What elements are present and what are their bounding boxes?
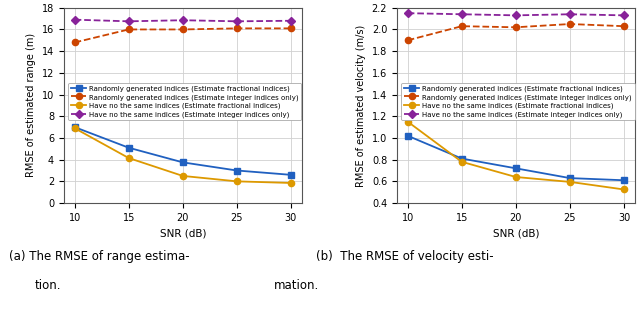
Have no the same indices (Estimate integer indices only)	[233, 20, 241, 23]
Y-axis label: RMSE of estimated velocity (m/s): RMSE of estimated velocity (m/s)	[356, 24, 366, 187]
Legend: Randomly generated indices (Estimate fractional indices), Randomly generated ind: Randomly generated indices (Estimate fra…	[401, 82, 635, 120]
Text: tion.: tion.	[35, 279, 62, 292]
Have no the same indices (Estimate integer indices only)	[404, 11, 412, 15]
Text: (b)  The RMSE of velocity esti-: (b) The RMSE of velocity esti-	[316, 250, 494, 263]
Randomly generated indices (Estimate fractional indices)	[458, 157, 466, 161]
Randomly generated indices (Estimate fractional indices)	[287, 173, 295, 177]
Line: Have no the same indices (Estimate fractional indices): Have no the same indices (Estimate fract…	[404, 118, 627, 193]
Have no the same indices (Estimate fractional indices)	[458, 160, 466, 164]
Randomly generated indices (Estimate fractional indices)	[404, 134, 412, 138]
Have no the same indices (Estimate fractional indices)	[620, 188, 628, 191]
Have no the same indices (Estimate integer indices only)	[287, 19, 295, 23]
Randomly generated indices (Estimate integer indices only)	[71, 41, 78, 44]
Line: Randomly generated indices (Estimate integer indices only): Randomly generated indices (Estimate int…	[404, 21, 627, 43]
Randomly generated indices (Estimate integer indices only)	[125, 28, 133, 31]
Text: (a) The RMSE of range estima-: (a) The RMSE of range estima-	[8, 250, 189, 263]
Line: Randomly generated indices (Estimate fractional indices): Randomly generated indices (Estimate fra…	[404, 133, 627, 184]
Randomly generated indices (Estimate integer indices only)	[620, 24, 628, 28]
Have no the same indices (Estimate integer indices only)	[566, 12, 574, 16]
Randomly generated indices (Estimate fractional indices)	[179, 161, 186, 164]
Randomly generated indices (Estimate integer indices only)	[404, 38, 412, 42]
Line: Randomly generated indices (Estimate integer indices only): Randomly generated indices (Estimate int…	[71, 25, 294, 46]
Have no the same indices (Estimate integer indices only)	[620, 14, 628, 17]
Have no the same indices (Estimate fractional indices)	[179, 174, 186, 178]
Have no the same indices (Estimate integer indices only)	[512, 14, 520, 17]
Have no the same indices (Estimate fractional indices)	[71, 126, 78, 130]
Have no the same indices (Estimate integer indices only)	[71, 18, 78, 22]
Have no the same indices (Estimate integer indices only)	[125, 20, 133, 23]
Randomly generated indices (Estimate fractional indices)	[233, 169, 241, 172]
Have no the same indices (Estimate fractional indices)	[404, 120, 412, 124]
Randomly generated indices (Estimate integer indices only)	[512, 25, 520, 29]
Have no the same indices (Estimate fractional indices)	[125, 156, 133, 160]
Have no the same indices (Estimate integer indices only)	[179, 18, 186, 22]
Have no the same indices (Estimate integer indices only)	[458, 12, 466, 16]
Legend: Randomly generated indices (Estimate fractional indices), Randomly generated ind: Randomly generated indices (Estimate fra…	[68, 82, 302, 120]
Line: Have no the same indices (Estimate integer indices only): Have no the same indices (Estimate integ…	[404, 10, 627, 19]
Have no the same indices (Estimate fractional indices)	[566, 180, 574, 184]
Randomly generated indices (Estimate integer indices only)	[179, 28, 186, 31]
Randomly generated indices (Estimate fractional indices)	[512, 166, 520, 170]
Randomly generated indices (Estimate integer indices only)	[233, 27, 241, 30]
Randomly generated indices (Estimate integer indices only)	[566, 22, 574, 26]
Randomly generated indices (Estimate fractional indices)	[71, 125, 78, 129]
Line: Randomly generated indices (Estimate fractional indices): Randomly generated indices (Estimate fra…	[71, 124, 294, 178]
Randomly generated indices (Estimate fractional indices)	[566, 176, 574, 180]
Text: mation.: mation.	[274, 279, 320, 292]
Randomly generated indices (Estimate fractional indices)	[125, 146, 133, 150]
Randomly generated indices (Estimate integer indices only)	[287, 27, 295, 30]
Have no the same indices (Estimate fractional indices)	[287, 181, 295, 185]
Randomly generated indices (Estimate fractional indices)	[620, 179, 628, 182]
Line: Have no the same indices (Estimate integer indices only): Have no the same indices (Estimate integ…	[71, 16, 294, 24]
X-axis label: SNR (dB): SNR (dB)	[493, 228, 539, 238]
Have no the same indices (Estimate fractional indices)	[233, 179, 241, 183]
Line: Have no the same indices (Estimate fractional indices): Have no the same indices (Estimate fract…	[71, 125, 294, 186]
Have no the same indices (Estimate fractional indices)	[512, 175, 520, 179]
X-axis label: SNR (dB): SNR (dB)	[160, 228, 206, 238]
Y-axis label: RMSE of estimated range (m): RMSE of estimated range (m)	[26, 33, 36, 177]
Randomly generated indices (Estimate integer indices only)	[458, 24, 466, 28]
